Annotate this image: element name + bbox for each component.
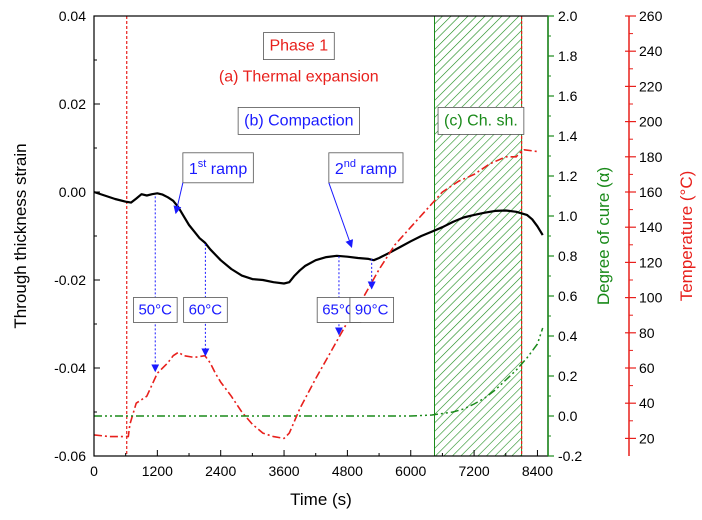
- y2-tick-label: 2.0: [558, 8, 578, 24]
- y-tick-label: 0.02: [59, 96, 86, 112]
- annotation-box: [263, 32, 335, 60]
- y2-tick-label: 1.6: [558, 88, 578, 104]
- ramp-label-box: [182, 152, 254, 184]
- annotation-text: (b) Compaction: [244, 112, 353, 129]
- y2-tick-label: 0.6: [558, 288, 578, 304]
- y2-tick-label: -0.2: [558, 448, 582, 464]
- y2-tick-label: 0.4: [558, 328, 578, 344]
- degree-of-cure-line: [94, 327, 544, 417]
- annotation-backdrop: [214, 65, 383, 89]
- x-tick-label: 3600: [268, 463, 299, 479]
- y-axis-title: Through thickness strain: [11, 143, 30, 328]
- y3-tick-label: 120: [639, 254, 663, 270]
- x-tick-label: 4800: [332, 463, 363, 479]
- temperature-label: 90°C: [355, 301, 389, 318]
- annotation-box: [237, 107, 360, 135]
- ramp-label-box: [328, 152, 404, 184]
- y-tick-label: -0.06: [54, 448, 86, 464]
- y-tick-label: -0.04: [54, 360, 86, 376]
- chemical-shrinkage-hatch-region: [434, 15, 523, 457]
- ramp-arrow: [328, 182, 354, 248]
- y3-tick-label: 80: [639, 325, 655, 341]
- y3-tick-label: 260: [639, 8, 663, 24]
- y3-tick-label: 140: [639, 219, 663, 235]
- temperature-label: 65°C: [322, 301, 356, 318]
- x-tick-label: 7200: [459, 463, 490, 479]
- x-tick-label: 6000: [395, 463, 426, 479]
- x-tick-label: 8400: [522, 463, 553, 479]
- y2-tick-label: 1.8: [558, 48, 578, 64]
- y3-tick-label: 180: [639, 149, 663, 165]
- annotation-text: (c) Ch. sh.: [444, 112, 518, 129]
- y3-tick-label: 20: [639, 430, 655, 446]
- y-tick-label: -0.02: [54, 272, 86, 288]
- ramp-label: 1st ramp: [189, 158, 247, 178]
- y2-tick-label: 1.4: [558, 128, 578, 144]
- y2-tick-label: 0.0: [558, 408, 578, 424]
- y3-axis-title: Temperature (°C): [677, 171, 696, 302]
- x-axis-title: Time (s): [290, 490, 352, 509]
- temperature-label-box: [183, 297, 228, 323]
- y2-tick-label: 0.8: [558, 248, 578, 264]
- y3-tick-label: 100: [639, 290, 663, 306]
- x-tick-label: 1200: [142, 463, 173, 479]
- annotation-text: (a) Thermal expansion: [219, 68, 379, 85]
- x-tick-label: 0: [90, 463, 98, 479]
- annotation-box: [437, 107, 525, 135]
- ramp-arrow: [173, 182, 184, 215]
- x-tick-label: 2400: [205, 463, 236, 479]
- temperature-label-box: [349, 297, 395, 323]
- y2-axis-title: Degree of cure (α): [594, 167, 613, 305]
- y2-tick-label: 0.2: [558, 368, 578, 384]
- y2-tick-label: 1.2: [558, 168, 578, 184]
- y3-tick-label: 160: [639, 184, 663, 200]
- y3-tick-label: 200: [639, 114, 663, 130]
- y3-tick-label: 60: [639, 360, 655, 376]
- temperature-label: 60°C: [189, 301, 223, 318]
- y3-tick-label: 240: [639, 43, 663, 59]
- y-tick-label: 0.04: [59, 8, 86, 24]
- y-tick-label: 0.00: [59, 184, 86, 200]
- y3-tick-label: 40: [639, 395, 655, 411]
- temperature-label: 50°C: [138, 301, 172, 318]
- temperature-label-box: [133, 297, 178, 323]
- temperature-line: [93, 149, 538, 440]
- y3-tick-label: 220: [639, 78, 663, 94]
- ramp-label: 2nd ramp: [335, 158, 397, 178]
- annotation-text: Phase 1: [269, 38, 328, 55]
- y2-tick-label: 1.0: [558, 208, 578, 224]
- strain-line: [93, 190, 544, 285]
